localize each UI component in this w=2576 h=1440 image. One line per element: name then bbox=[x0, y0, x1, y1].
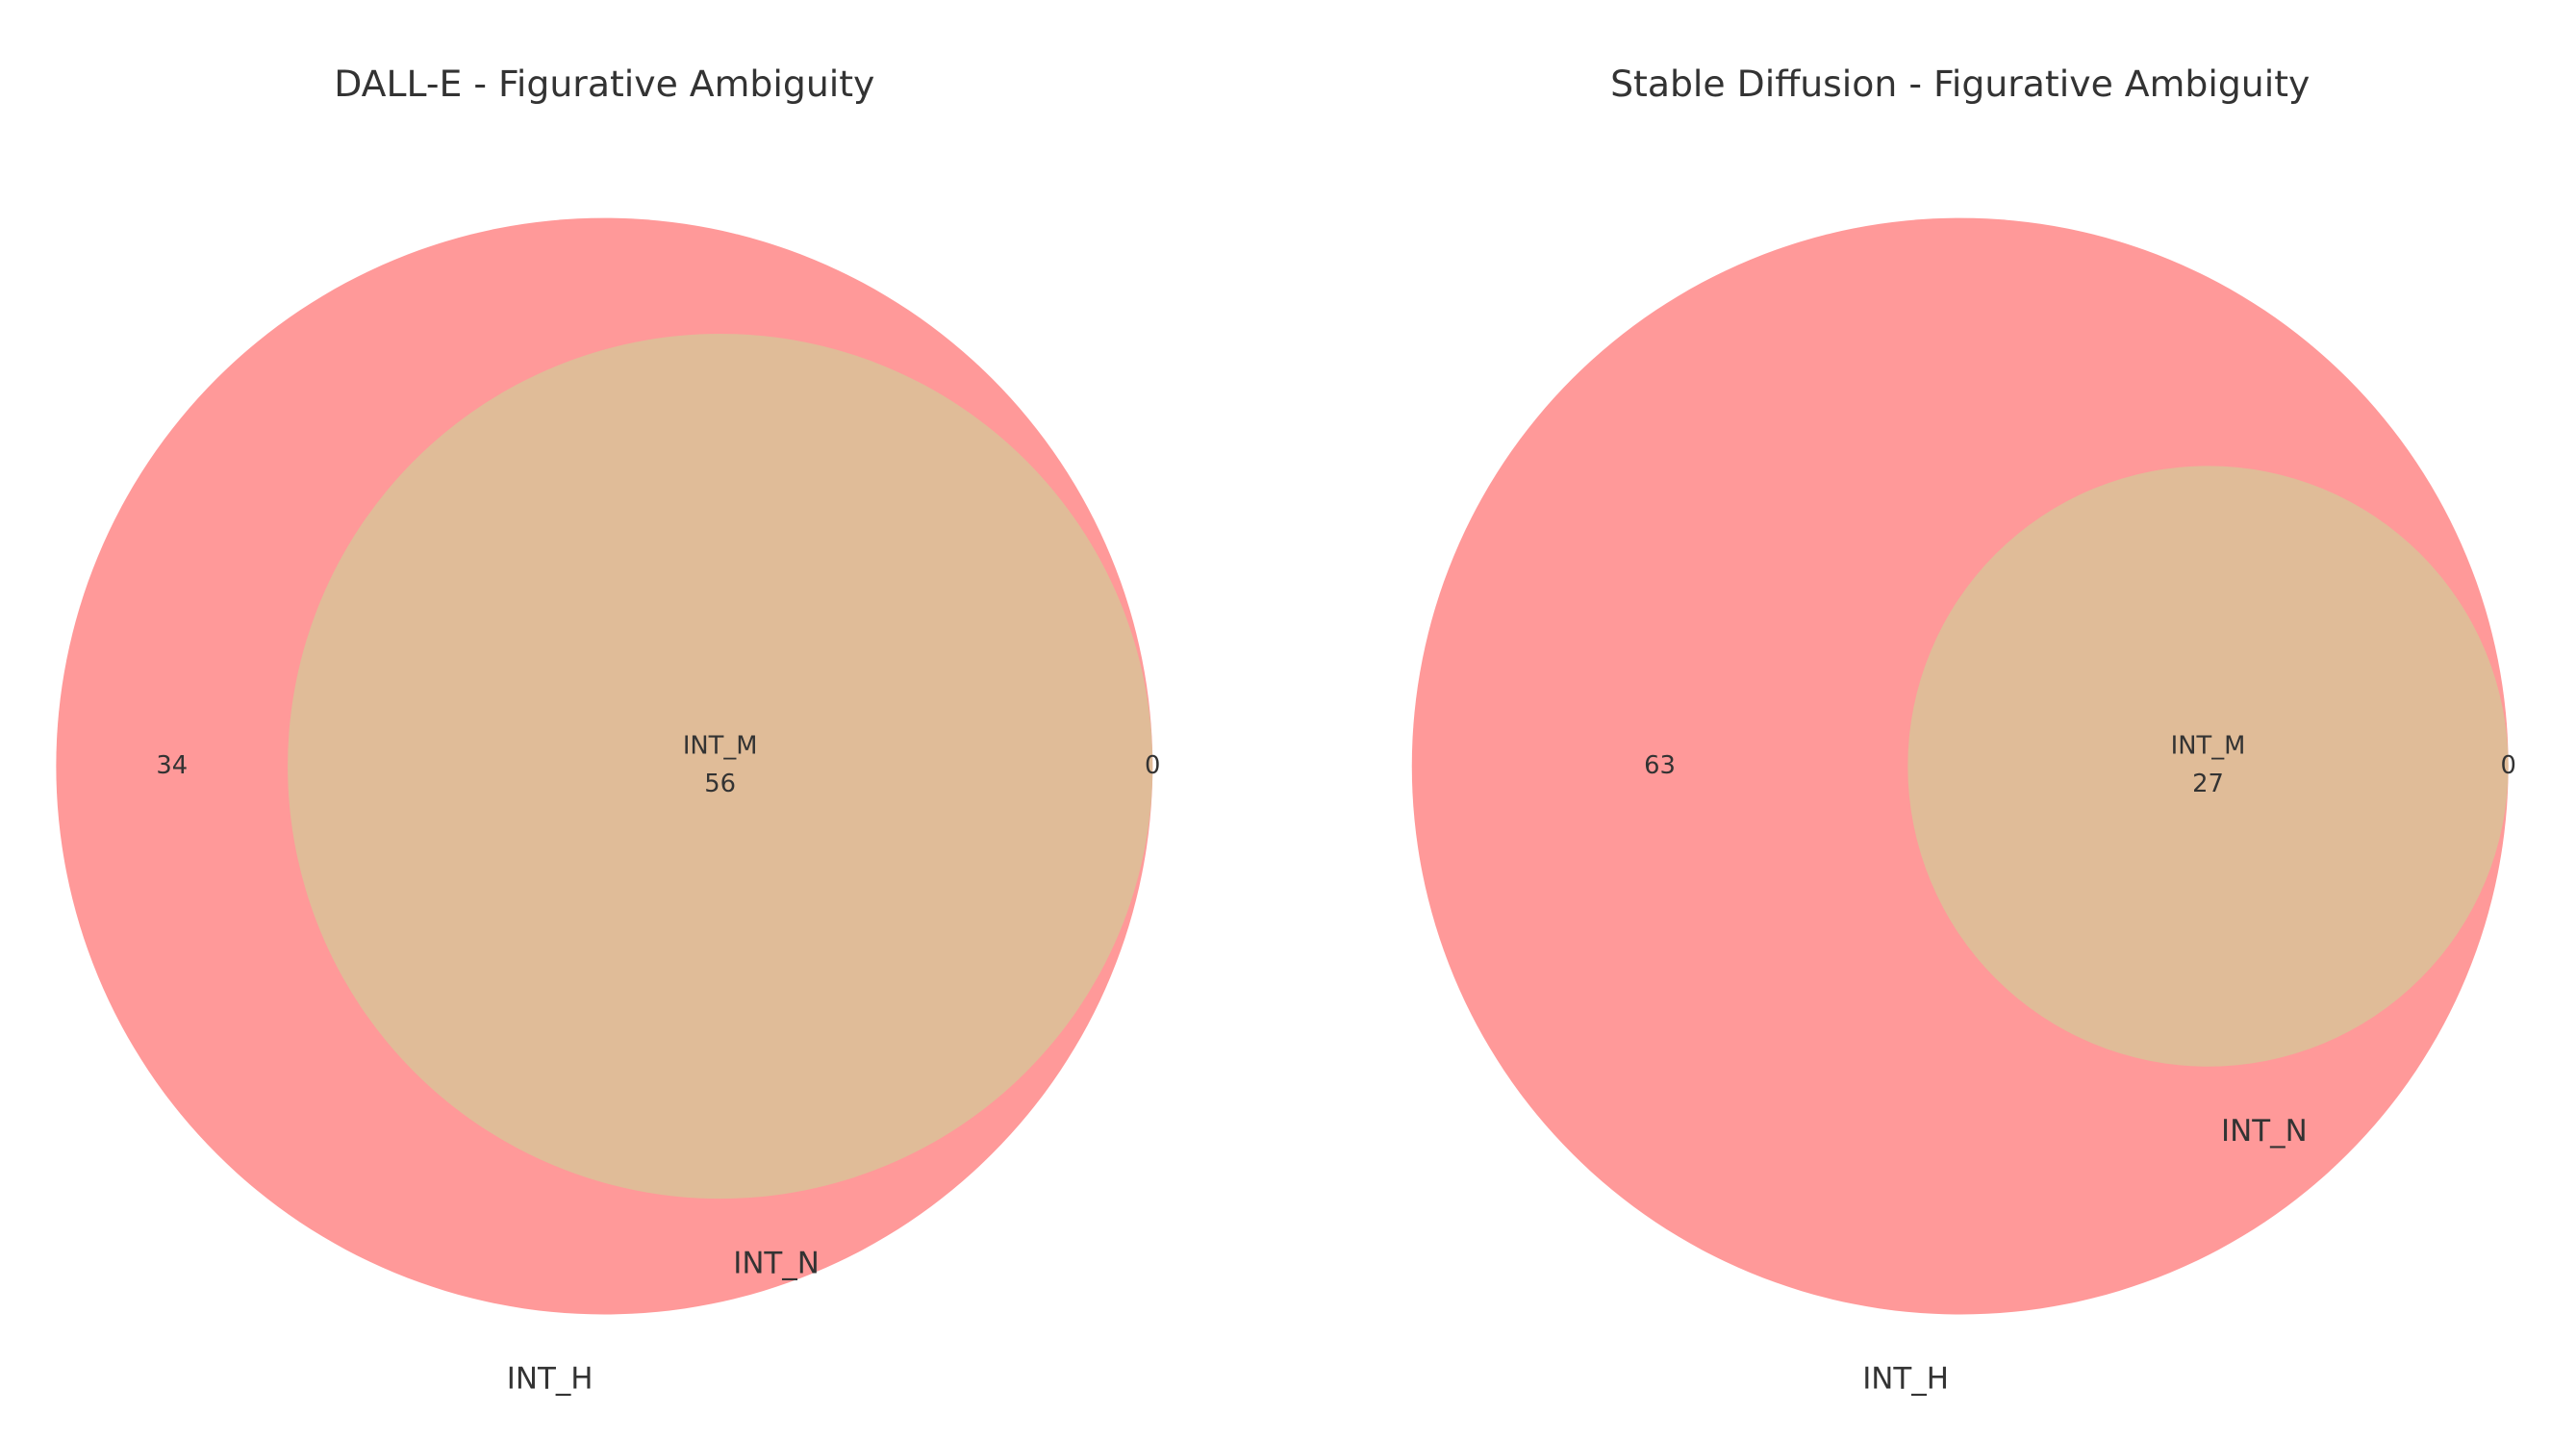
set-circle bbox=[288, 333, 1153, 1200]
set-circle bbox=[1907, 466, 2509, 1067]
region-label: 0 bbox=[1145, 751, 1160, 780]
set-label: INT_N bbox=[2221, 1114, 2308, 1149]
set-label: INT_H bbox=[507, 1362, 593, 1397]
set-label: INT_N bbox=[733, 1246, 820, 1280]
set-label: INT_H bbox=[1862, 1362, 1949, 1397]
region-label: 27 bbox=[2192, 770, 2224, 798]
intersection-name: INT_M bbox=[2171, 731, 2246, 760]
intersection-name: INT_M bbox=[683, 731, 758, 760]
chart-title: Stable Diffusion - Figurative Ambiguity bbox=[1610, 63, 2310, 105]
plot-area: DALL-E - Figurative Ambiguity 34 0 INT_M 56 I… bbox=[56, 63, 2516, 1397]
region-label: 56 bbox=[704, 770, 736, 798]
region-label: 0 bbox=[2500, 751, 2515, 780]
region-label: 63 bbox=[1644, 751, 1676, 780]
chart-title: DALL-E - Figurative Ambiguity bbox=[334, 63, 874, 105]
region-label: 34 bbox=[156, 751, 188, 780]
